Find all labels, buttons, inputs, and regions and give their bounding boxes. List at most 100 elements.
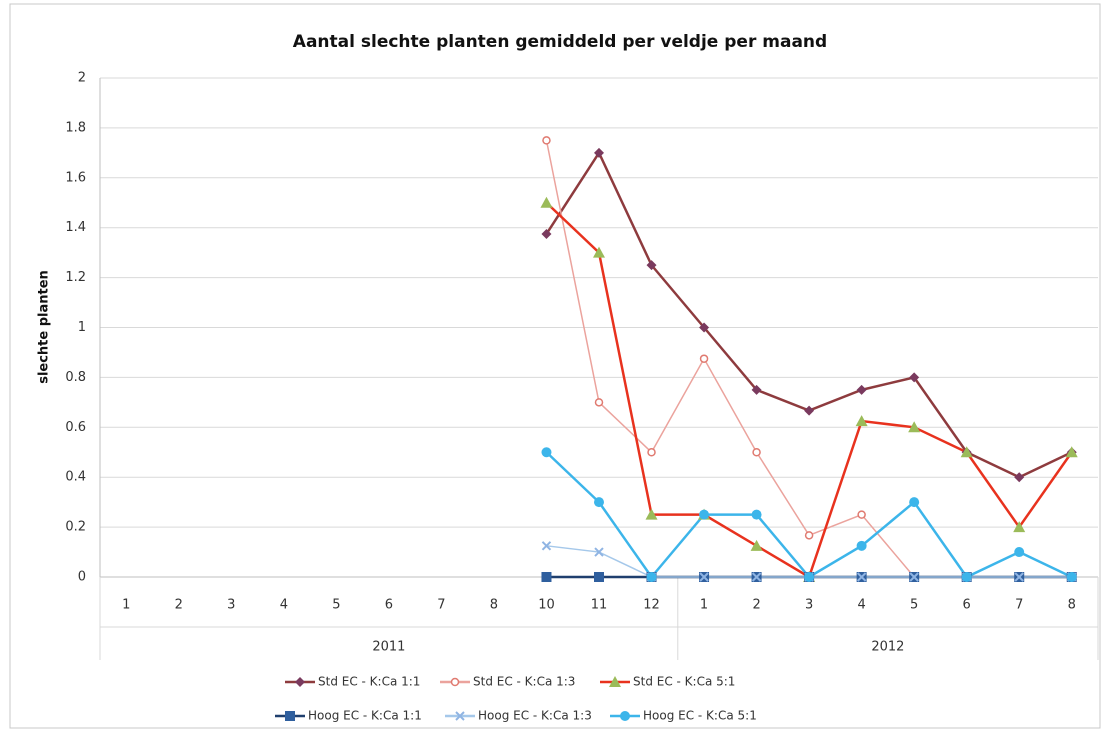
legend-label: Hoog EC - K:Ca 1:1 bbox=[308, 709, 422, 723]
y-tick-label: 0.6 bbox=[65, 420, 86, 435]
x-tick-label: 7 bbox=[1015, 598, 1023, 613]
marker bbox=[752, 448, 761, 457]
marker bbox=[593, 246, 605, 258]
x-tick-label: 1 bbox=[122, 598, 130, 613]
marker bbox=[594, 147, 604, 158]
marker bbox=[856, 384, 867, 395]
x-tick-label: 4 bbox=[280, 598, 288, 613]
y-tick-label: 0.4 bbox=[65, 470, 86, 485]
x-tick-label: 6 bbox=[385, 598, 393, 613]
x-tick-label: 8 bbox=[1068, 598, 1076, 613]
group-label: 2012 bbox=[871, 640, 904, 655]
marker bbox=[804, 531, 814, 540]
marker bbox=[594, 497, 604, 508]
marker bbox=[699, 354, 709, 363]
marker bbox=[699, 509, 710, 520]
x-tick-label: 12 bbox=[643, 598, 660, 613]
marker bbox=[620, 711, 630, 721]
group-label: 2011 bbox=[372, 640, 405, 655]
legend-label: Hoog EC - K:Ca 5:1 bbox=[643, 709, 757, 723]
marker bbox=[541, 541, 552, 551]
x-tick-label: 5 bbox=[332, 598, 340, 613]
y-tick-label: 0.2 bbox=[65, 520, 86, 535]
marker bbox=[455, 711, 465, 721]
marker bbox=[751, 572, 762, 582]
x-tick-label: 10 bbox=[538, 598, 555, 613]
legend-label: Std EC - K:Ca 1:3 bbox=[473, 675, 575, 689]
marker bbox=[908, 421, 921, 433]
marker bbox=[646, 572, 657, 582]
legend-item: Std EC - K:Ca 1:3 bbox=[440, 675, 575, 689]
marker bbox=[1065, 446, 1078, 458]
marker bbox=[1014, 547, 1025, 558]
x-tick-label: 6 bbox=[963, 598, 971, 613]
x-tick-label: 4 bbox=[857, 598, 865, 613]
marker bbox=[645, 508, 658, 520]
x-tick-label: 2 bbox=[752, 598, 760, 613]
marker bbox=[855, 415, 868, 427]
chart-border bbox=[9, 3, 1101, 729]
marker bbox=[1014, 572, 1024, 582]
marker bbox=[856, 572, 867, 582]
legend-item: Hoog EC - K:Ca 1:3 bbox=[445, 709, 592, 723]
marker bbox=[751, 384, 762, 395]
marker bbox=[594, 572, 604, 582]
marker bbox=[909, 497, 920, 508]
marker bbox=[450, 677, 460, 687]
marker bbox=[960, 446, 973, 458]
marker bbox=[909, 372, 920, 383]
marker bbox=[594, 398, 604, 407]
marker bbox=[804, 572, 815, 582]
y-tick-label: 1.6 bbox=[65, 170, 86, 185]
marker bbox=[857, 510, 866, 519]
legend-label: Std EC - K:Ca 5:1 bbox=[633, 675, 735, 689]
y-tick-label: 1.4 bbox=[65, 220, 86, 235]
chart-title: Aantal slechte planten gemiddeld per vel… bbox=[293, 32, 827, 52]
x-tick-label: 1 bbox=[700, 598, 708, 613]
y-tick-label: 2 bbox=[78, 71, 86, 86]
y-tick-label: 1.8 bbox=[65, 120, 86, 135]
legend-item: Hoog EC - K:Ca 1:1 bbox=[275, 709, 422, 723]
legend-label: Hoog EC - K:Ca 1:3 bbox=[478, 709, 592, 723]
marker bbox=[594, 547, 604, 557]
marker bbox=[285, 711, 295, 721]
marker bbox=[542, 136, 551, 145]
x-tick-label: 3 bbox=[227, 598, 235, 613]
y-tick-label: 0.8 bbox=[65, 370, 86, 385]
legend-label: Std EC - K:Ca 1:1 bbox=[318, 675, 420, 689]
marker bbox=[541, 572, 552, 582]
marker bbox=[909, 572, 919, 582]
marker bbox=[540, 196, 553, 208]
x-tick-label: 7 bbox=[437, 598, 445, 613]
y-axis-label: slechte planten bbox=[37, 270, 52, 384]
marker bbox=[541, 447, 552, 458]
marker bbox=[751, 509, 762, 520]
marker bbox=[856, 540, 867, 551]
x-tick-label: 5 bbox=[910, 598, 918, 613]
x-tick-label: 3 bbox=[805, 598, 813, 613]
marker bbox=[1013, 521, 1026, 533]
marker bbox=[1014, 472, 1025, 483]
legend-item: Std EC - K:Ca 1:1 bbox=[285, 675, 420, 689]
marker bbox=[295, 677, 305, 687]
marker bbox=[609, 676, 621, 687]
marker bbox=[804, 405, 815, 416]
marker bbox=[750, 539, 763, 551]
marker bbox=[1066, 572, 1077, 582]
marker bbox=[961, 572, 972, 582]
marker bbox=[541, 228, 552, 239]
x-tick-label: 11 bbox=[591, 598, 608, 613]
x-tick-label: 8 bbox=[490, 598, 498, 613]
marker bbox=[699, 572, 709, 582]
marker bbox=[646, 260, 657, 271]
y-tick-label: 1 bbox=[78, 320, 86, 335]
legend-item: Hoog EC - K:Ca 5:1 bbox=[610, 709, 757, 723]
x-tick-label: 2 bbox=[175, 598, 183, 613]
y-tick-label: 1.2 bbox=[65, 270, 86, 285]
legend-item: Std EC - K:Ca 5:1 bbox=[600, 675, 735, 689]
y-tick-label: 0 bbox=[78, 570, 86, 585]
marker bbox=[699, 322, 710, 333]
marker bbox=[647, 448, 656, 457]
